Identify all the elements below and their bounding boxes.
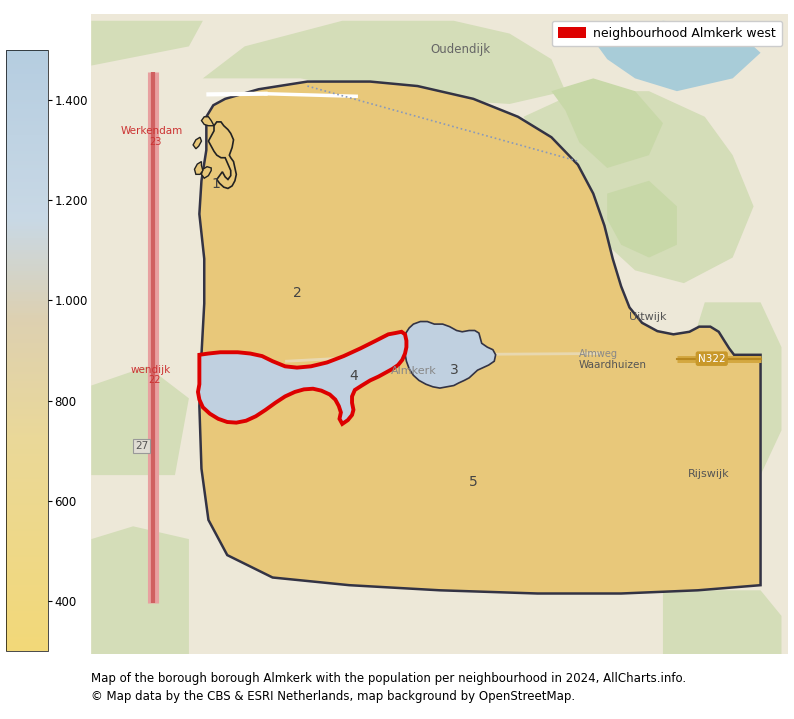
Text: Almkerk: Almkerk <box>391 367 436 377</box>
Polygon shape <box>677 411 761 513</box>
Polygon shape <box>202 167 211 178</box>
Polygon shape <box>209 122 237 188</box>
Text: Rijswijk: Rijswijk <box>688 469 729 479</box>
Polygon shape <box>405 321 495 388</box>
Polygon shape <box>663 590 781 654</box>
Text: 5: 5 <box>469 475 478 488</box>
Polygon shape <box>677 302 781 495</box>
Text: Waardhuizen: Waardhuizen <box>579 360 647 370</box>
Text: 23: 23 <box>149 137 162 147</box>
Text: Almweg: Almweg <box>580 349 619 359</box>
Polygon shape <box>202 21 565 104</box>
Polygon shape <box>91 367 189 475</box>
Polygon shape <box>551 78 663 168</box>
Text: 22: 22 <box>148 375 160 385</box>
Text: Uitwijk: Uitwijk <box>629 312 666 322</box>
Text: wendijk: wendijk <box>130 365 171 375</box>
Text: © Map data by the CBS & ESRI Netherlands, map background by OpenStreetMap.: © Map data by the CBS & ESRI Netherlands… <box>91 690 576 703</box>
Text: Map of the borough borough Almkerk with the population per neighbourhood in 2024: Map of the borough borough Almkerk with … <box>91 672 687 684</box>
Polygon shape <box>199 81 761 593</box>
Polygon shape <box>91 526 189 654</box>
Polygon shape <box>195 162 202 174</box>
Polygon shape <box>198 331 407 424</box>
Text: 27: 27 <box>135 441 148 452</box>
Polygon shape <box>523 91 754 283</box>
Text: 4: 4 <box>349 369 358 383</box>
Polygon shape <box>91 21 202 65</box>
Polygon shape <box>593 21 761 91</box>
Polygon shape <box>193 137 202 149</box>
Polygon shape <box>202 116 214 126</box>
Text: 2: 2 <box>292 285 302 300</box>
Legend: neighbourhood Almkerk west: neighbourhood Almkerk west <box>552 21 782 46</box>
Text: 3: 3 <box>449 362 458 377</box>
Text: Werkendam: Werkendam <box>121 126 183 136</box>
Text: 1: 1 <box>211 177 220 191</box>
Text: N322: N322 <box>698 354 726 364</box>
Text: Oudendijk: Oudendijk <box>430 43 491 56</box>
Polygon shape <box>607 180 677 257</box>
